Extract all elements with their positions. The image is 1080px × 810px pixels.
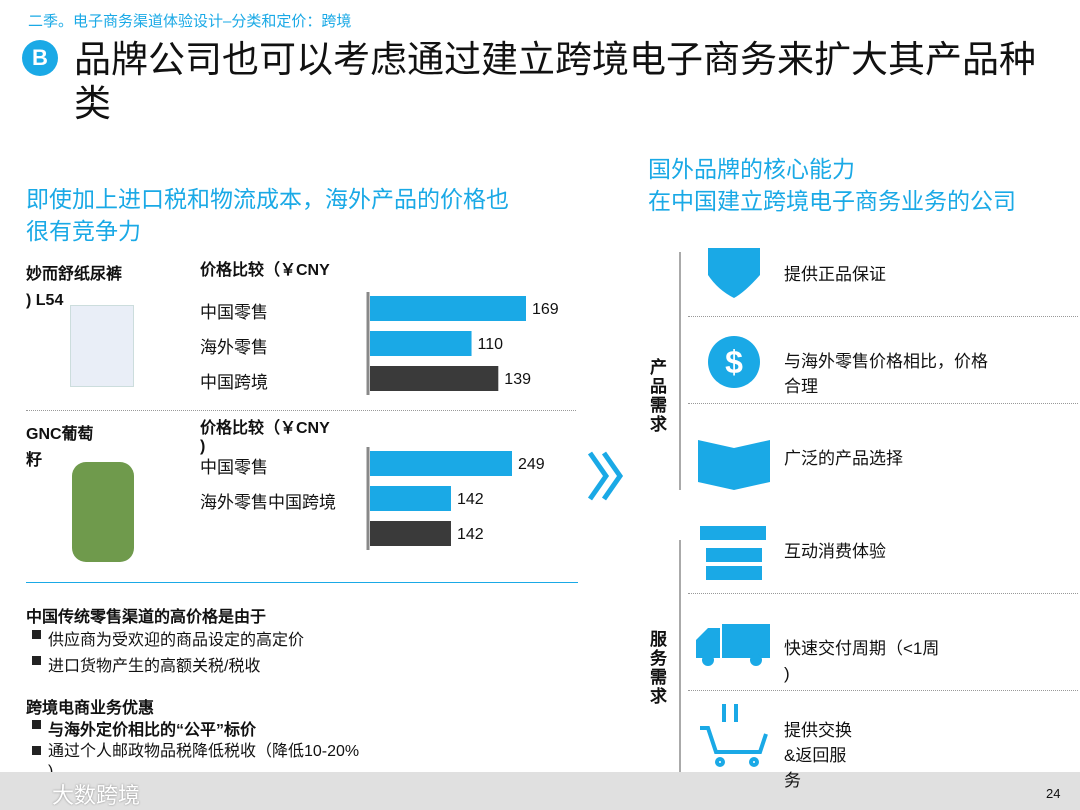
divider [688,690,1078,691]
divider [688,403,1078,404]
reasons-heading: 中国传统零售渠道的高价格是由于 [26,609,267,626]
reason: 进口货物产生的高额关税/税收 [48,658,261,675]
group-label: 产品需求 [650,358,667,434]
bar [370,486,451,511]
reason: 供应商为受欢迎的商品设定的高定价 [48,632,305,649]
watermark: 大数跨境 [52,783,141,808]
benefit: 与海外定价相比的“公平”标价 [48,722,257,739]
right-heading: 国外品牌的核心能力 在中国建立跨境电子商务业务的公司 [648,156,1016,214]
category-label: 中国零售 [200,303,268,322]
footer-bar [0,772,1080,810]
breadcrumb: 二季。电子商务渠道体验设计–分类和定价：跨境 [28,13,352,30]
shield-icon [708,248,760,298]
title: 品牌公司也可以考虑通过建立跨境电子商务来扩大其产品种类 [74,39,1036,124]
bullet [32,746,41,755]
divider [688,593,1078,594]
divider [688,316,1078,317]
bar [370,331,472,356]
left-heading: 即使加上进口税和物流成本，海外产品的价格也很有竞争力 [26,186,509,244]
category-label: 中国跨境 [200,373,268,392]
divider [26,410,576,411]
capability: 广泛的产品选择 [784,449,903,468]
bar [370,296,526,321]
category-label: 海外零售中国跨境 [200,493,336,512]
value-label: 142 [457,491,484,508]
value-label: 142 [457,526,484,543]
bullet [32,630,41,639]
product-name: 妙而舒纸尿裤 ) L54 [26,266,123,309]
product-name: GNC葡萄 籽 [26,426,94,469]
capability: 提供交换 &返回服 务 [784,721,852,790]
bullet [32,656,41,665]
page-number: 24 [1046,786,1061,801]
value-label: 110 [478,336,504,353]
category-label: 海外零售 [200,338,268,357]
value-label: 139 [504,371,531,388]
capability: 提供正品保证 [784,265,886,284]
arrow [587,451,610,501]
value-label: 249 [518,456,545,473]
people-icon [700,526,766,580]
book-icon [698,440,770,490]
arrow [601,451,624,501]
dollar-icon [708,336,760,388]
dollar-sign: $ [725,344,743,380]
chart-title: 价格比较（￥CNY [200,262,330,279]
product-image [72,462,134,562]
value-label: 169 [532,301,559,318]
bullet [32,720,41,729]
benefits-heading: 跨境电商业务优惠 [26,700,155,717]
product-image [70,305,134,387]
capability: 与海外零售价格相比，价格 合理 [784,352,988,396]
capability: 互动消费体验 [784,542,886,561]
chart-title: 价格比较（￥CNY ) [200,420,330,455]
truck-icon [696,624,770,666]
bar [370,366,499,391]
benefit: 通过个人邮政物品税降低税收（降低10-20% ) [48,743,360,780]
group-label: 服务需求 [650,630,667,706]
bar [370,521,451,546]
bar [370,451,512,476]
divider [26,582,578,583]
category-label: 中国零售 [200,458,268,477]
cart-icon [700,704,768,767]
capability: 快速交付周期（<1周 ) [784,639,940,683]
badge: B [22,40,58,76]
